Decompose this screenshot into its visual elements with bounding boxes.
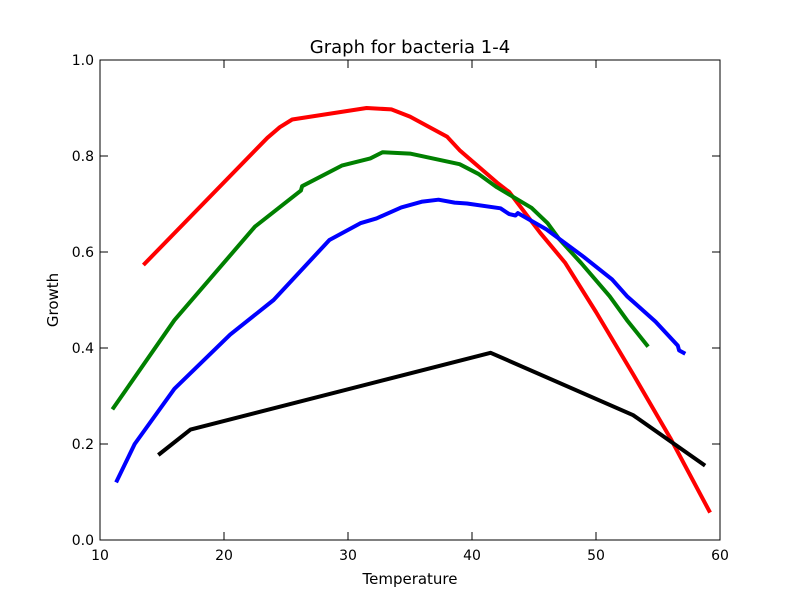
y-tick-label: 1.0 bbox=[72, 53, 94, 69]
series-line-2 bbox=[110, 150, 650, 411]
x-tick-label: 20 bbox=[215, 548, 233, 564]
series-line-1 bbox=[141, 106, 712, 514]
x-tick-label: 40 bbox=[463, 548, 481, 564]
y-tick-label: 0.8 bbox=[72, 149, 94, 165]
x-tick-label: 30 bbox=[339, 548, 357, 564]
x-tick-label: 50 bbox=[587, 548, 605, 564]
series-line-4 bbox=[157, 350, 707, 468]
series-layer bbox=[110, 106, 712, 514]
chart-title: Graph for bacteria 1-4 bbox=[310, 37, 510, 58]
x-tick-label: 60 bbox=[711, 548, 729, 564]
y-tick-label: 0.4 bbox=[72, 341, 94, 357]
x-axis-label: Temperature bbox=[361, 570, 457, 588]
y-tick-label: 0.6 bbox=[72, 245, 94, 261]
y-tick-label: 0.0 bbox=[72, 533, 94, 549]
plot-frame bbox=[99, 59, 721, 541]
x-tick-label: 10 bbox=[91, 548, 109, 564]
tick-layer: 10 20 30 40 50 60 0.0 0.2 0.4 0.6 0.8 1.0 bbox=[72, 53, 729, 564]
y-tick-label: 0.2 bbox=[72, 437, 94, 453]
series-line-3 bbox=[114, 197, 687, 484]
y-axis-label: Growth bbox=[44, 273, 62, 327]
